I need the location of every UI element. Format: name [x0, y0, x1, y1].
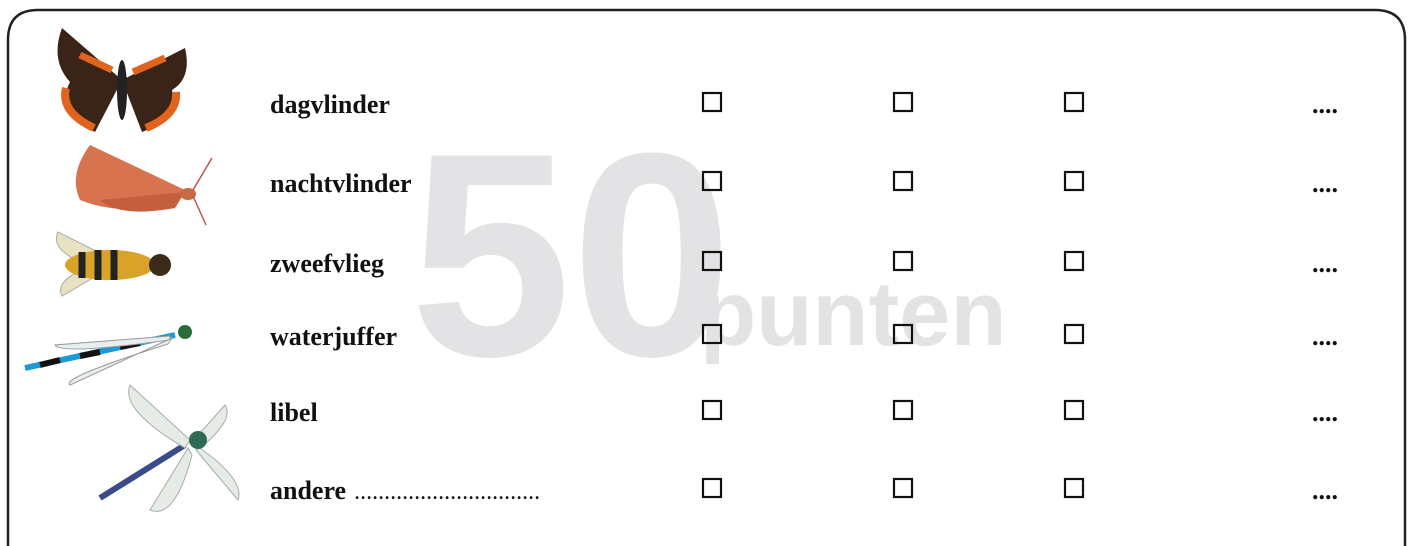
checkbox	[1065, 479, 1083, 497]
checkbox	[1065, 325, 1083, 343]
row-label: nachtvlinder	[270, 169, 412, 198]
checkbox	[894, 93, 912, 111]
count-field: ....	[1312, 398, 1338, 427]
damselfly-icon	[25, 325, 192, 385]
checkbox	[894, 479, 912, 497]
row-label: waterjuffer	[270, 322, 397, 351]
checkbox	[894, 401, 912, 419]
row-label: libel	[270, 398, 318, 427]
row-label: dagvlinder	[270, 90, 390, 119]
checkbox	[1065, 172, 1083, 190]
count-field: ....	[1312, 90, 1338, 119]
count-field: ....	[1312, 476, 1338, 505]
moth-icon	[76, 145, 212, 225]
butterfly-icon	[58, 28, 187, 132]
row-label: andere	[270, 476, 346, 505]
count-field: ....	[1312, 249, 1338, 278]
row-label: zweefvlieg	[270, 249, 384, 278]
hoverfly-icon	[56, 232, 171, 296]
checkbox	[1065, 252, 1083, 270]
checkbox	[703, 479, 721, 497]
watermark-word: punten	[700, 263, 1007, 365]
dragonfly-icon	[100, 385, 239, 511]
watermark-number: 50	[410, 93, 733, 417]
form: 50 punten dagvlinder....nachtvli	[0, 0, 1409, 546]
checkbox	[1065, 401, 1083, 419]
fill-in-line: ...............................	[354, 479, 540, 505]
checkbox	[1065, 93, 1083, 111]
checkbox	[894, 172, 912, 190]
count-field: ....	[1312, 169, 1338, 198]
count-field: ....	[1312, 322, 1338, 351]
